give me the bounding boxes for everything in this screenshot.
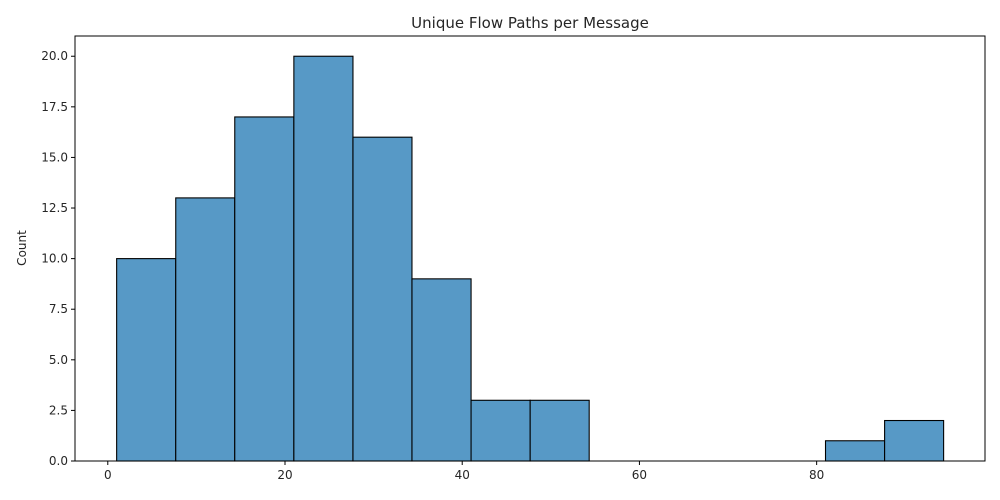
histogram-bar <box>824 440 886 462</box>
histogram-bar <box>352 136 413 462</box>
axes-layer: 0 20 40 60 80 0.0 2.5 5.0 7.5 10.0 12.5 15.0 17.5 20.… <box>41 35 986 482</box>
y-tick-label: 0.0 <box>49 454 68 468</box>
y-tick-label: 20.0 <box>41 49 68 63</box>
y-axis-label: Count <box>15 230 29 266</box>
y-tick-label: 7.5 <box>49 302 68 316</box>
y-tick-label: 17.5 <box>41 100 68 114</box>
histogram-bar <box>234 116 295 462</box>
x-tick-label: 40 <box>455 468 470 482</box>
x-tick-label: 0 <box>104 468 112 482</box>
histogram-bar <box>175 197 236 462</box>
y-tick-label: 12.5 <box>41 201 68 215</box>
x-tick-label: 20 <box>277 468 292 482</box>
y-tick-label: 10.0 <box>41 252 68 266</box>
histogram-bar <box>884 419 945 462</box>
histogram-bar <box>411 278 472 462</box>
x-tick-label: 80 <box>809 468 824 482</box>
histogram-bar <box>293 55 354 462</box>
y-tick-label: 15.0 <box>41 150 68 164</box>
histogram-bar <box>470 399 531 462</box>
histogram-bar <box>529 399 590 462</box>
plot-frame <box>74 35 986 462</box>
y-tick-label: 5.0 <box>49 353 68 367</box>
bars-layer <box>116 55 945 462</box>
chart-title: Unique Flow Paths per Message <box>411 14 649 32</box>
y-tick-label: 2.5 <box>49 403 68 417</box>
x-tick-label: 60 <box>632 468 647 482</box>
histogram-bar <box>116 258 177 462</box>
